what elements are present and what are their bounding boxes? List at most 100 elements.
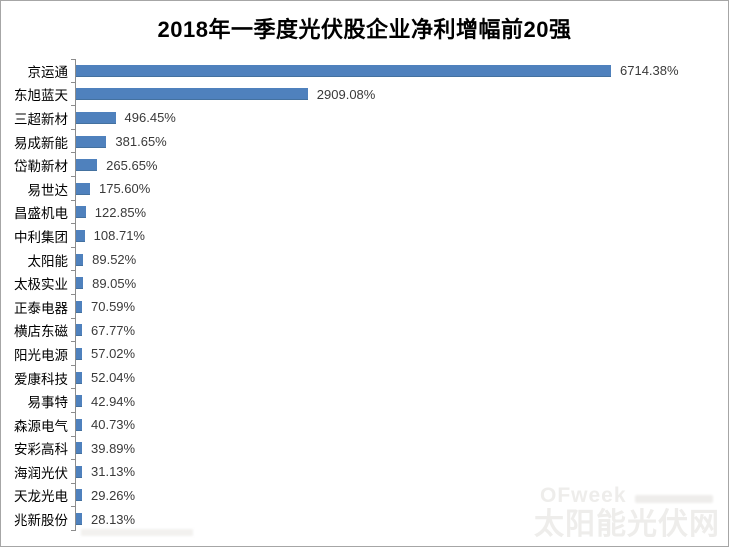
value-label: 89.05% [92, 275, 137, 291]
bar-row: 中利集团 108.71% [5, 224, 728, 248]
category-label: 东旭蓝天 [14, 88, 68, 104]
value-label: 6714.38% [620, 63, 679, 79]
value-label: 39.89% [91, 440, 136, 456]
bar-chart: 京运通 6714.38% 东旭蓝天 2909.08% 三超新材 496.45% … [1, 59, 728, 531]
bar-area: 29.26% [71, 483, 728, 508]
bar [76, 111, 116, 124]
bar [76, 465, 82, 478]
category-label: 森源电气 [14, 418, 68, 434]
bar [76, 277, 84, 290]
bar [76, 418, 82, 431]
bar [76, 182, 90, 195]
bar-row: 爱康科技 52.04% [5, 365, 728, 390]
bar-area: 381.65% [71, 129, 728, 154]
category-label: 太极实业 [14, 277, 68, 293]
bar-area: 67.77% [71, 318, 728, 343]
bar-area: 42.94% [71, 389, 728, 413]
category-label: 易事特 [27, 395, 69, 411]
value-label: 52.04% [91, 370, 136, 386]
category-label: 横店东磁 [14, 324, 68, 340]
bar-area: 122.85% [71, 200, 728, 225]
category-label: 阳光电源 [14, 347, 68, 363]
bar-row: 易世达 175.60% [5, 176, 728, 201]
bar-row: 阳光电源 57.02% [5, 342, 728, 366]
bar-row: 昌盛机电 122.85% [5, 200, 728, 225]
category-label: 海润光伏 [14, 465, 68, 481]
value-label: 2909.08% [316, 86, 376, 102]
value-label: 67.77% [91, 322, 136, 338]
bar-row: 正泰电器 70.59% [5, 294, 728, 319]
value-label: 40.73% [91, 417, 136, 433]
value-label: 42.94% [91, 393, 136, 409]
category-label: 兆新股份 [14, 513, 68, 529]
bar-area: 89.05% [71, 271, 728, 295]
bar [76, 347, 82, 360]
bar-row: 横店东磁 67.77% [5, 318, 728, 343]
bar-row: 海润光伏 31.13% [5, 460, 728, 484]
bar-area: 28.13% [71, 507, 728, 531]
bar-area: 31.13% [71, 460, 728, 484]
bar-area: 175.60% [71, 176, 728, 201]
bar [76, 324, 82, 337]
value-label: 89.52% [92, 252, 137, 268]
bar-row: 安彩高科 39.89% [5, 436, 728, 461]
bar-row: 森源电气 40.73% [5, 412, 728, 437]
chart-title: 2018年一季度光伏股企业净利增幅前20强 [157, 17, 572, 42]
value-label: 381.65% [115, 134, 167, 150]
bar [76, 253, 84, 266]
category-label: 安彩高科 [14, 442, 68, 458]
bar-area: 496.45% [71, 106, 728, 130]
category-label: 三超新材 [14, 111, 68, 127]
category-label: 中利集团 [14, 229, 68, 245]
bar-area: 89.52% [71, 247, 728, 272]
bar [76, 229, 85, 242]
category-label: 天龙光电 [14, 489, 68, 505]
bar-row: 太极实业 89.05% [5, 271, 728, 295]
bar [76, 371, 82, 384]
bar-row: 易事特 42.94% [5, 389, 728, 413]
value-label: 28.13% [91, 511, 136, 527]
value-label: 175.60% [98, 181, 151, 197]
bar-row: 东旭蓝天 2909.08% [5, 82, 728, 107]
value-label: 31.13% [91, 464, 136, 480]
bar-row: 易成新能 381.65% [5, 129, 728, 154]
bar-area: 108.71% [71, 224, 728, 248]
value-label: 265.65% [106, 157, 158, 173]
bar-area: 6714.38% [71, 59, 728, 83]
bar-area: 52.04% [71, 365, 728, 390]
category-label: 太阳能 [27, 253, 69, 269]
bar-row: 太阳能 89.52% [5, 247, 728, 272]
value-label: 108.71% [93, 228, 145, 244]
bar [76, 88, 308, 101]
bar-area: 70.59% [71, 294, 728, 319]
bar-area: 39.89% [71, 436, 728, 461]
bar-row: 三超新材 496.45% [5, 106, 728, 130]
bar [76, 513, 82, 526]
value-label: 70.59% [91, 299, 136, 315]
category-label: 昌盛机电 [14, 206, 68, 222]
category-label: 京运通 [27, 64, 69, 80]
bar [76, 395, 82, 408]
value-label: 57.02% [91, 346, 136, 362]
category-label: 爱康科技 [14, 371, 68, 387]
bar [76, 300, 82, 313]
bar-row: 天龙光电 29.26% [5, 483, 728, 508]
value-label: 122.85% [94, 204, 147, 220]
category-label: 易成新能 [14, 135, 68, 151]
bar-rows: 京运通 6714.38% 东旭蓝天 2909.08% 三超新材 496.45% … [5, 59, 728, 531]
bar-area: 265.65% [71, 153, 728, 177]
value-label: 496.45% [124, 110, 176, 126]
bar-area: 2909.08% [71, 82, 728, 107]
bar-area: 40.73% [71, 412, 728, 437]
value-label: 29.26% [91, 487, 136, 503]
bar [76, 442, 82, 455]
category-label: 岱勒新材 [14, 159, 68, 175]
bar [76, 135, 107, 148]
category-label: 正泰电器 [14, 300, 68, 316]
bar [76, 64, 611, 77]
bar-area: 57.02% [71, 342, 728, 366]
bar-row: 兆新股份 28.13% [5, 507, 728, 531]
bar [76, 159, 98, 172]
bar [76, 489, 82, 502]
